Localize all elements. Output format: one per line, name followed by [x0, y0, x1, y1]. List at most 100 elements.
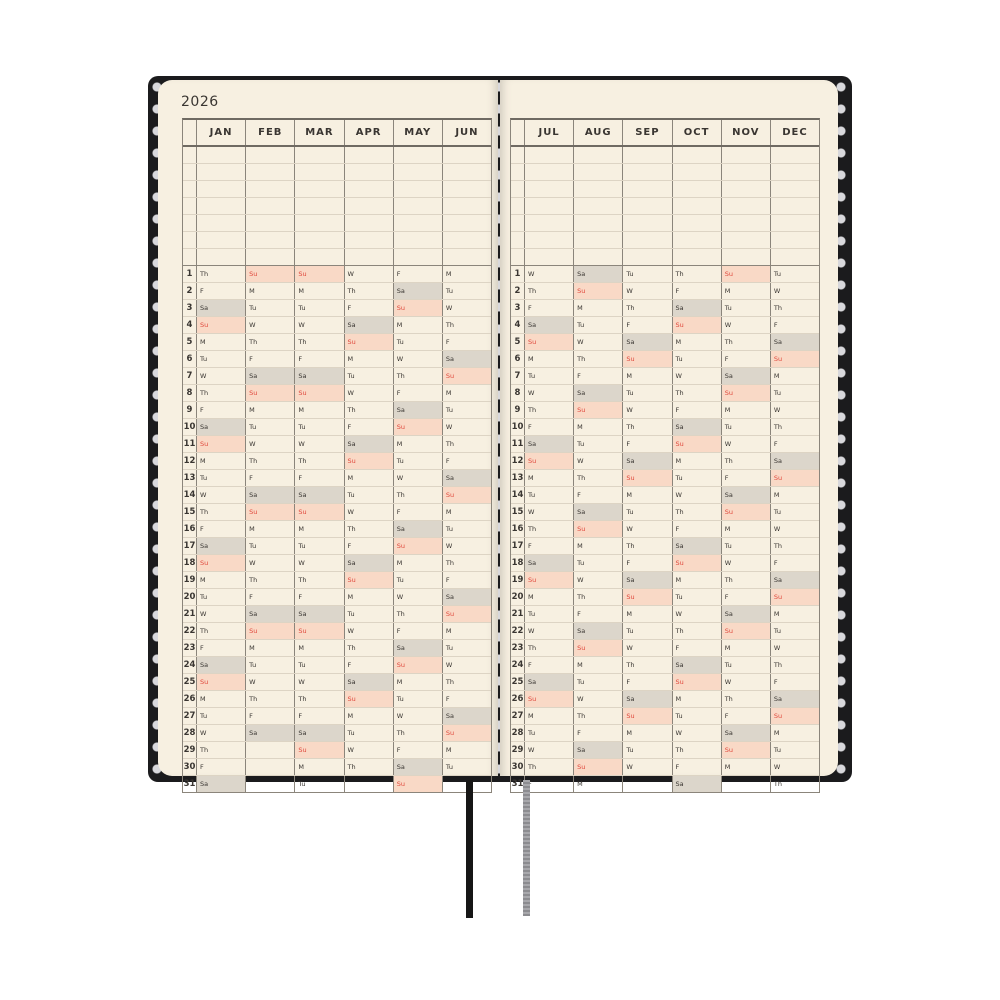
day-cell[interactable]: Tu	[573, 436, 622, 452]
day-cell[interactable]: Tu	[196, 708, 245, 724]
notes-cell[interactable]	[392, 181, 442, 197]
day-cell[interactable]: F	[294, 470, 343, 486]
notes-cell[interactable]	[343, 232, 393, 248]
day-cell[interactable]	[343, 776, 393, 792]
day-cell[interactable]: Th	[196, 504, 245, 520]
day-cell[interactable]: Sa	[671, 776, 721, 792]
day-cell[interactable]: Tu	[343, 368, 393, 384]
day-cell[interactable]: W	[441, 538, 491, 554]
day-cell[interactable]: Th	[343, 640, 393, 656]
day-cell[interactable]: Tu	[622, 504, 671, 520]
day-cell[interactable]: F	[524, 300, 573, 316]
day-cell[interactable]: M	[573, 657, 622, 673]
day-cell[interactable]: Th	[343, 521, 393, 537]
day-cell[interactable]: Sa	[343, 674, 393, 690]
day-cell[interactable]: Sa	[245, 487, 295, 503]
day-cell[interactable]: F	[622, 555, 671, 571]
day-cell[interactable]: W	[294, 674, 343, 690]
day-cell[interactable]: Th	[294, 453, 343, 469]
notes-cell[interactable]	[245, 249, 294, 265]
notes-cell[interactable]	[392, 147, 442, 163]
day-cell[interactable]: W	[524, 742, 573, 758]
notes-cell[interactable]	[769, 232, 819, 248]
notes-cell[interactable]	[343, 215, 393, 231]
day-cell[interactable]: W	[573, 572, 622, 588]
notes-cell[interactable]	[196, 147, 245, 163]
notes-cell[interactable]	[294, 164, 343, 180]
day-cell[interactable]: M	[343, 708, 393, 724]
day-cell[interactable]: Sa	[573, 385, 623, 401]
day-cell[interactable]: Th	[294, 572, 343, 588]
day-cell[interactable]: Su	[720, 504, 770, 520]
notes-cell[interactable]	[720, 232, 770, 248]
day-cell[interactable]: Su	[769, 589, 820, 605]
day-cell[interactable]: Th	[524, 402, 573, 418]
day-cell[interactable]: F	[671, 640, 721, 656]
day-cell[interactable]: Su	[573, 402, 623, 418]
notes-cell[interactable]	[294, 198, 343, 214]
day-cell[interactable]: Th	[245, 691, 294, 707]
notes-cell[interactable]	[622, 164, 671, 180]
day-cell[interactable]: Su	[343, 453, 393, 469]
day-cell[interactable]: Su	[294, 266, 344, 282]
notes-cell[interactable]	[622, 249, 671, 265]
day-cell[interactable]: Tu	[720, 538, 770, 554]
day-cell[interactable]: W	[343, 742, 393, 758]
day-cell[interactable]: Sa	[622, 691, 672, 707]
day-cell[interactable]: F	[196, 402, 245, 418]
day-cell[interactable]: Tu	[622, 742, 671, 758]
day-cell[interactable]: W	[671, 487, 721, 503]
notes-cell[interactable]	[196, 198, 245, 214]
day-cell[interactable]: W	[573, 691, 622, 707]
day-cell[interactable]: W	[343, 385, 393, 401]
day-cell[interactable]: Tu	[245, 300, 294, 316]
day-cell[interactable]: Th	[392, 725, 442, 741]
day-cell[interactable]: M	[573, 419, 622, 435]
day-cell[interactable]: W	[392, 589, 442, 605]
day-cell[interactable]: Th	[524, 283, 573, 299]
notes-cell[interactable]	[392, 215, 442, 231]
day-cell[interactable]: W	[720, 436, 770, 452]
day-cell[interactable]	[441, 776, 491, 792]
day-cell[interactable]: Sa	[720, 606, 770, 622]
day-cell[interactable]: M	[441, 385, 491, 401]
day-cell[interactable]	[245, 776, 294, 792]
notes-cell[interactable]	[343, 249, 393, 265]
bookmark-ribbon-black[interactable]	[466, 780, 473, 918]
day-cell[interactable]: Th	[671, 504, 721, 520]
notes-cell[interactable]	[524, 232, 573, 248]
day-cell[interactable]: Th	[392, 368, 442, 384]
notes-cell[interactable]	[524, 147, 573, 163]
day-cell[interactable]: W	[769, 402, 819, 418]
day-cell[interactable]: W	[294, 317, 343, 333]
day-cell[interactable]: Tu	[769, 385, 819, 401]
day-cell[interactable]: Tu	[294, 776, 343, 792]
notes-cell[interactable]	[245, 181, 294, 197]
day-cell[interactable]: Su	[392, 657, 442, 673]
day-cell[interactable]: W	[196, 487, 245, 503]
day-cell[interactable]: W	[245, 674, 294, 690]
notes-cell[interactable]	[573, 198, 622, 214]
day-cell[interactable]: Sa	[720, 368, 770, 384]
day-cell[interactable]: Sa	[343, 555, 393, 571]
day-cell[interactable]: Sa	[441, 589, 492, 605]
day-cell[interactable]: W	[671, 606, 721, 622]
day-cell[interactable]: W	[294, 555, 343, 571]
day-cell[interactable]: Th	[671, 623, 721, 639]
day-cell[interactable]: Tu	[524, 725, 573, 741]
day-cell[interactable]: Th	[769, 300, 819, 316]
notes-cell[interactable]	[441, 164, 491, 180]
day-cell[interactable]: Sa	[196, 300, 246, 316]
day-cell[interactable]: F	[720, 708, 770, 724]
day-cell[interactable]: M	[294, 759, 343, 775]
day-cell[interactable]: F	[441, 572, 491, 588]
day-cell[interactable]: Su	[343, 572, 393, 588]
day-cell[interactable]: Sa	[573, 504, 623, 520]
day-cell[interactable]: M	[524, 351, 573, 367]
day-cell[interactable]: Th	[720, 334, 770, 350]
day-cell[interactable]: Sa	[245, 368, 295, 384]
day-cell[interactable]: M	[622, 725, 671, 741]
day-cell[interactable]: Sa	[720, 487, 770, 503]
day-cell[interactable]: W	[343, 266, 393, 282]
day-cell[interactable]: Sa	[196, 776, 246, 792]
